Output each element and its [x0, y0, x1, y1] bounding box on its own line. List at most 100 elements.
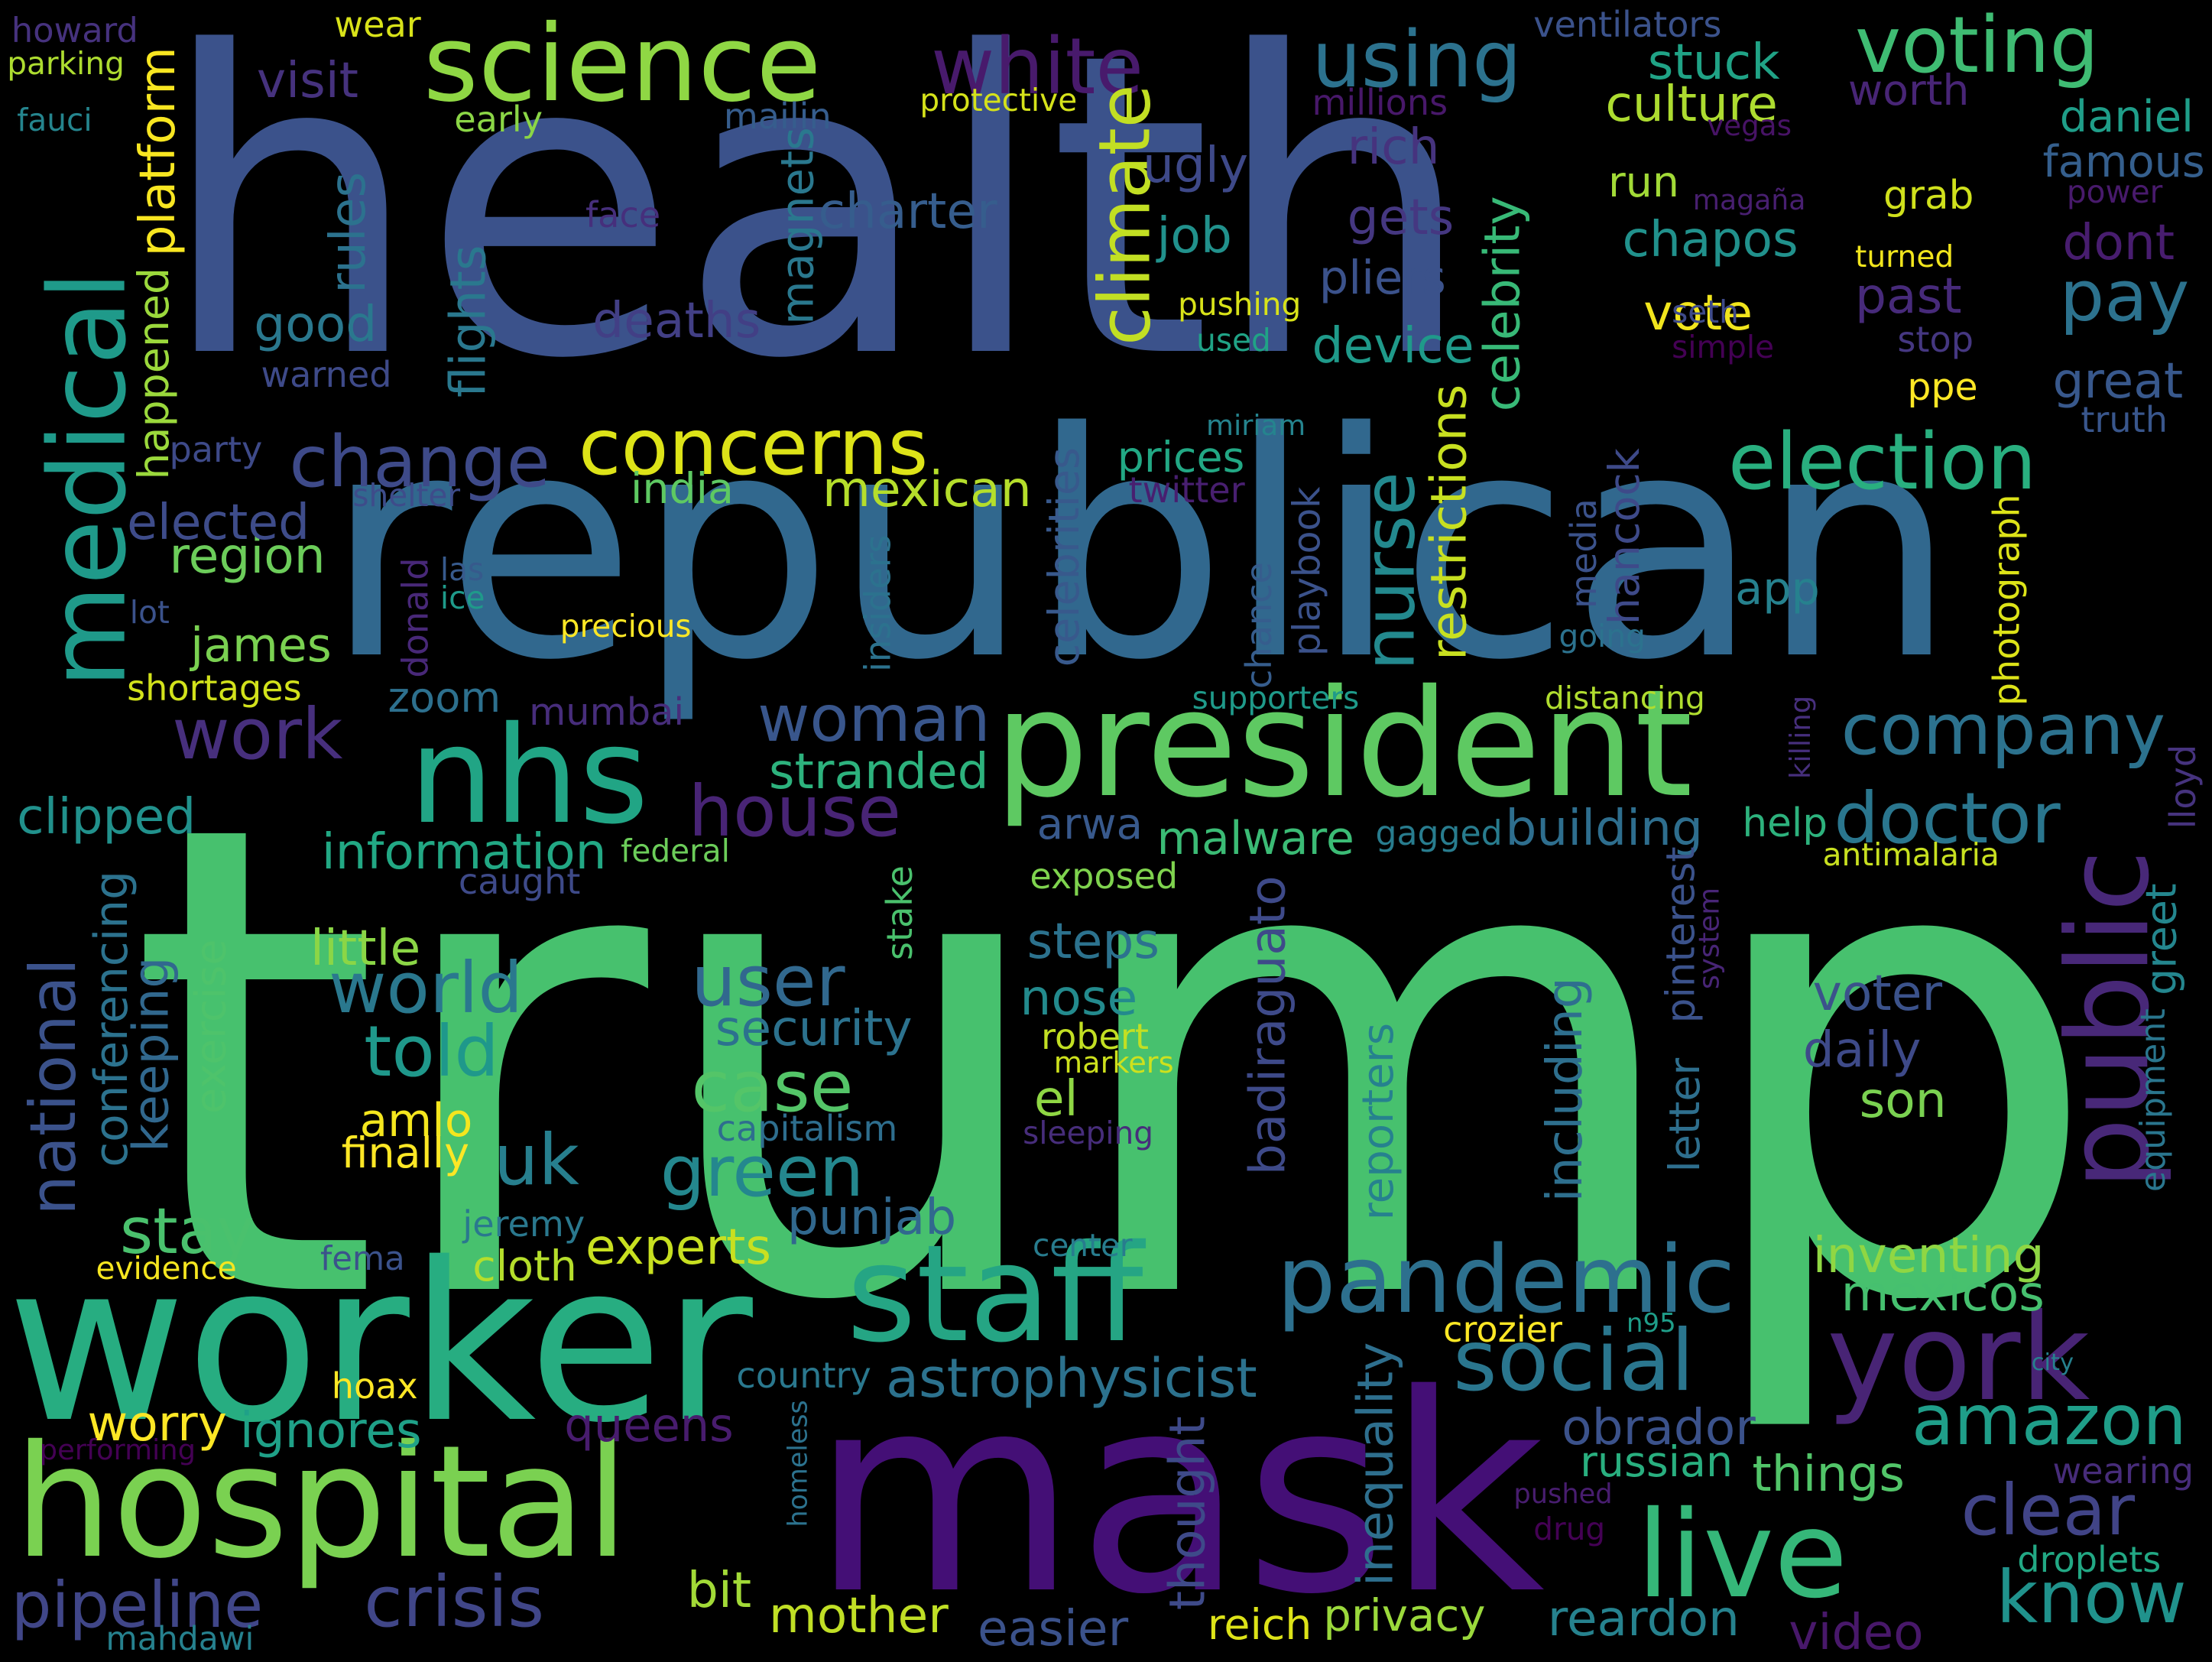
- word-n95: n95: [1627, 1308, 1676, 1339]
- word-protective: protective: [920, 81, 1078, 118]
- word-obrador: obrador: [1562, 1399, 1756, 1457]
- word-rules: rules: [319, 172, 378, 294]
- word-green: green: [660, 1129, 864, 1212]
- word-markers: markers: [1053, 1046, 1174, 1081]
- word-el: el: [1033, 1070, 1078, 1128]
- word-gets: gets: [1347, 188, 1455, 246]
- word-worry: worry: [87, 1394, 227, 1453]
- word-stop: stop: [1897, 318, 1974, 360]
- word-voting: voting: [1855, 0, 2099, 91]
- word-visit: visit: [256, 51, 358, 109]
- word-famous: famous: [2042, 135, 2205, 187]
- word-stake: stake: [878, 865, 920, 961]
- word-going: going: [1558, 618, 1646, 655]
- word-world: world: [329, 946, 524, 1029]
- word-early: early: [454, 98, 543, 140]
- word-pandemic: pandemic: [1276, 1225, 1736, 1335]
- word-republican: republican: [324, 366, 1957, 729]
- word-doctor: doctor: [1834, 777, 2061, 860]
- word-company: company: [1841, 689, 2166, 771]
- word-exercise: exercise: [186, 939, 236, 1114]
- word-staff: staff: [846, 1216, 1143, 1372]
- word-pliers: pliers: [1318, 252, 1446, 306]
- word-system: system: [1692, 887, 1726, 990]
- word-stranded: stranded: [768, 743, 989, 801]
- word-badiraguato: badiraguato: [1239, 875, 1297, 1176]
- word-punjab: punjab: [787, 1189, 957, 1247]
- word-user: user: [691, 939, 845, 1022]
- word-worker: worker: [7, 1216, 753, 1471]
- word-warned: warned: [261, 353, 392, 395]
- word-celebrities: celebrities: [1040, 447, 1089, 667]
- word-ice: ice: [439, 579, 485, 617]
- word-twitter: twitter: [1128, 469, 1245, 511]
- word-nose: nose: [1020, 969, 1138, 1027]
- word-shortages: shortages: [127, 667, 302, 709]
- word-media: media: [1562, 498, 1604, 609]
- word-sleeping: sleeping: [1023, 1114, 1154, 1151]
- word-deaths: deaths: [592, 291, 761, 349]
- word-platform: platform: [129, 47, 187, 257]
- word-house: house: [688, 770, 901, 853]
- word-antimalaria: antimalaria: [1822, 836, 2000, 874]
- word-bit: bit: [686, 1561, 752, 1619]
- word-steps: steps: [1027, 912, 1160, 970]
- word-droplets: droplets: [2017, 1539, 2162, 1581]
- word-region: region: [169, 527, 326, 585]
- word-arwa: arwa: [1036, 799, 1143, 849]
- word-ugly: ugly: [1142, 136, 1249, 194]
- word-building: building: [1505, 800, 1703, 858]
- word-change: change: [289, 420, 550, 504]
- word-photograph: photograph: [1986, 494, 2029, 706]
- word-party: party: [169, 428, 263, 470]
- word-live: live: [1636, 1485, 1848, 1625]
- word-truth: truth: [2081, 399, 2168, 440]
- word-inventing: inventing: [1812, 1227, 2045, 1285]
- word-center: center: [1033, 1227, 1133, 1264]
- word-york: york: [1827, 1287, 2090, 1427]
- word-equipment: equipment: [2134, 1008, 2174, 1193]
- word-hospital: hospital: [14, 1412, 629, 1593]
- word-national: national: [15, 957, 90, 1216]
- word-fema: fema: [319, 1239, 405, 1278]
- word-chance: chance: [1238, 561, 1280, 689]
- word-gagged: gagged: [1375, 813, 1503, 853]
- word-prices: prices: [1117, 433, 1245, 483]
- word-power: power: [2066, 173, 2163, 210]
- word-pipeline: pipeline: [11, 1567, 264, 1642]
- word-cloth: cloth: [472, 1242, 577, 1291]
- word-magnets: magnets: [770, 127, 824, 325]
- word-evidence: evidence: [96, 1249, 237, 1287]
- word-astrophysicist: astrophysicist: [886, 1347, 1257, 1410]
- word-wear: wear: [334, 4, 421, 46]
- word-past: past: [1855, 268, 1962, 326]
- word-james: james: [190, 617, 332, 673]
- word-ignores: ignores: [239, 1402, 422, 1460]
- word-daily: daily: [1802, 1021, 1922, 1079]
- word-science: science: [423, 2, 822, 125]
- word-clipped: clipped: [17, 788, 196, 846]
- word-experts: experts: [585, 1219, 771, 1277]
- word-run: run: [1608, 158, 1679, 208]
- word-voter: voter: [1812, 964, 1943, 1022]
- word-mexicos: mexicos: [1841, 1265, 2045, 1323]
- word-woman: woman: [757, 681, 991, 756]
- word-stuck: stuck: [1647, 33, 1780, 91]
- word-inequality: inequality: [1347, 1342, 1405, 1586]
- word-thought: thought: [1159, 1416, 1217, 1611]
- word-keeping: keeping: [122, 956, 180, 1153]
- word-rich: rich: [1347, 118, 1440, 176]
- word-insiders: insiders: [857, 534, 899, 672]
- word-supporters: supporters: [1192, 680, 1360, 717]
- word-medical: medical: [26, 271, 150, 689]
- word-vote: vote: [1643, 284, 1753, 342]
- word-city: city: [2031, 1349, 2074, 1376]
- word-privacy: privacy: [1323, 1589, 1486, 1642]
- word-ventilators: ventilators: [1533, 4, 1722, 46]
- word-ppe: ppe: [1907, 365, 1978, 410]
- word-hancock: hancock: [1600, 447, 1649, 625]
- word-distancing: distancing: [1545, 680, 1705, 717]
- word-things: things: [1752, 1446, 1905, 1504]
- word-finally: finally: [341, 1129, 470, 1179]
